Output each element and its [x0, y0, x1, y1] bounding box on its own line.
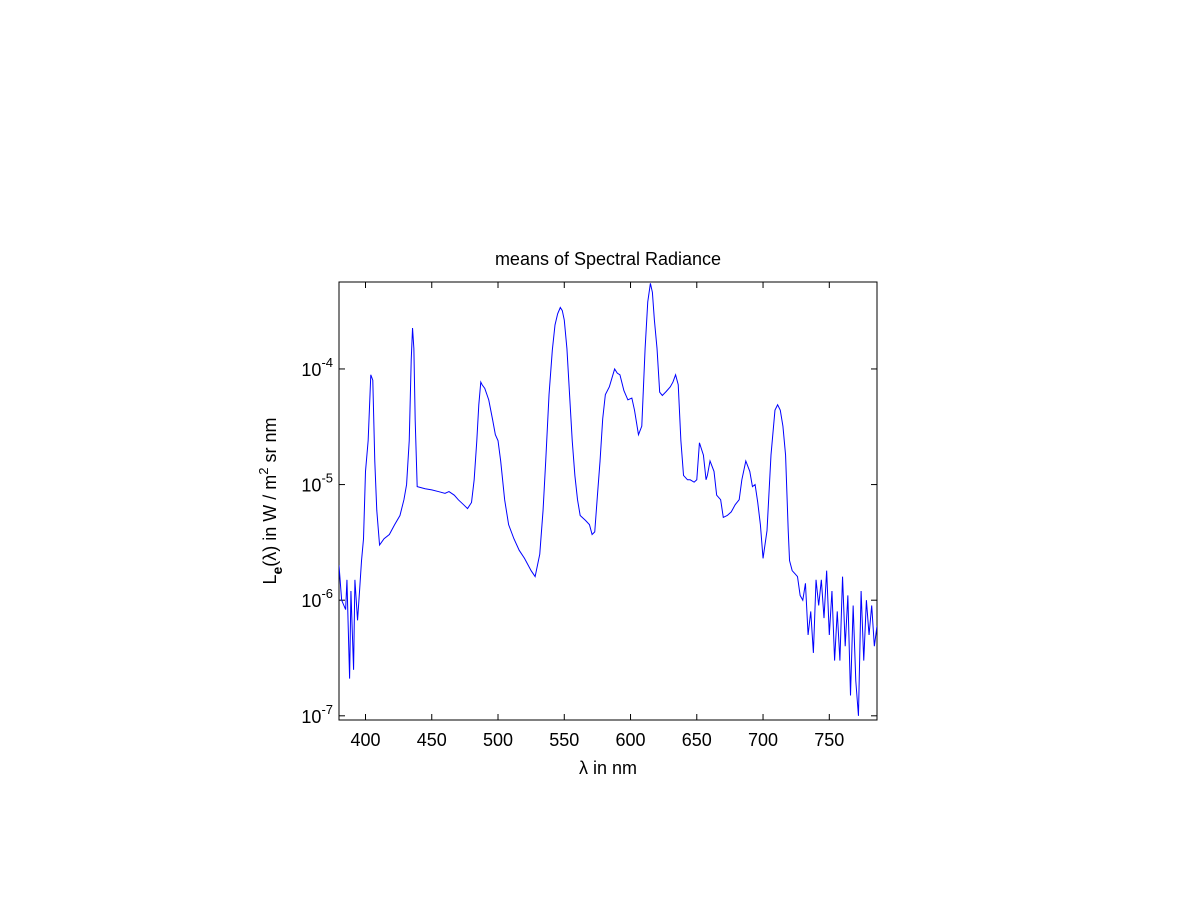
x-tick-label: 450 [417, 730, 447, 750]
y-tick-label: 10-7 [301, 702, 333, 727]
x-tick-label: 500 [483, 730, 513, 750]
chart-title: means of Spectral Radiance [495, 249, 721, 269]
x-tick-label: 750 [814, 730, 844, 750]
plot-frame [338, 281, 878, 721]
y-axis-label: Le(λ) in W / m2 sr nm [256, 417, 285, 584]
x-axis-label: λ in nm [579, 758, 637, 778]
y-tick-label: 10-4 [301, 355, 333, 380]
y-tick-label: 10-5 [301, 471, 333, 496]
data-line [339, 283, 877, 716]
x-tick-label: 550 [549, 730, 579, 750]
x-tick-label: 700 [748, 730, 778, 750]
y-tick-label: 10-6 [301, 586, 333, 611]
x-tick-label: 600 [616, 730, 646, 750]
x-tick-label: 650 [682, 730, 712, 750]
x-tick-label: 400 [350, 730, 380, 750]
